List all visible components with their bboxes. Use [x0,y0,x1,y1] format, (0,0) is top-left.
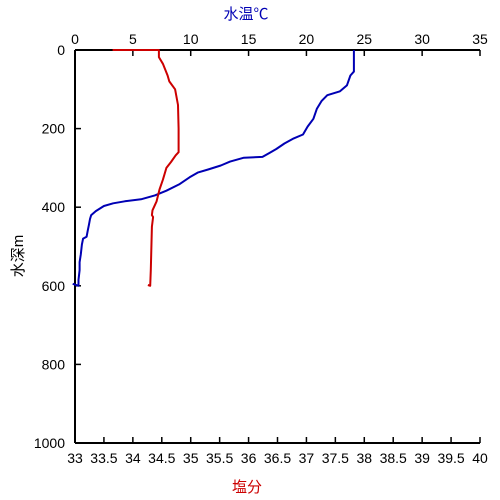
temperature-tick-label: 0 [71,31,79,47]
salinity-tick-label: 34.5 [148,450,175,466]
salinity-axis-title: 塩分 [232,479,262,496]
salinity-tick-label: 35 [183,450,199,466]
salinity-tick-label: 36 [241,450,257,466]
salinity-tick-label: 33.5 [90,450,117,466]
depth-tick-label: 400 [42,199,66,215]
salinity-axis: 33 33.5 34 34.5 35 35.5 36 36.5 37 37.5 38 38.5 39 39… [67,437,488,466]
salinity-tick-label: 39 [414,450,430,466]
depth-axis-title: 水深m [10,235,27,278]
temperature-tick-label: 30 [414,31,430,47]
temperature-tick-label: 35 [472,31,488,47]
depth-tick-label: 600 [42,278,66,294]
depth-tick-label: 1000 [34,435,65,451]
depth-tick-label: 200 [42,121,66,137]
salinity-tick-label: 36.5 [264,450,291,466]
temperature-tick-label: 5 [129,31,137,47]
salinity-tick-label: 37.5 [322,450,349,466]
salinity-tick-label: 40 [472,450,488,466]
depth-axis: 0 200 400 600 800 1000 [34,42,81,451]
temperature-axis-title: 水温℃ [223,6,268,23]
temperature-tick-label: 10 [183,31,199,47]
depth-tick-label: 800 [42,356,66,372]
temperature-tick-label: 25 [356,31,372,47]
series-layer [72,49,355,287]
salinity-tick-label: 33 [67,450,83,466]
salinity-tick-label: 39.5 [437,450,464,466]
salinity-tick-label: 37 [299,450,315,466]
depth-tick-label: 0 [57,42,65,58]
plot-frame [74,49,480,444]
salinity-tick-label: 34 [125,450,141,466]
temperature-tick-label: 15 [241,31,257,47]
temperature-profile-line [72,50,355,287]
temperature-axis: 0 5 10 15 20 25 30 35 [71,31,488,56]
salinity-profile-line [112,49,180,287]
salinity-tick-label: 38 [356,450,372,466]
salinity-tick-label: 35.5 [206,450,233,466]
salinity-tick-label: 38.5 [380,450,407,466]
temperature-tick-label: 20 [299,31,315,47]
